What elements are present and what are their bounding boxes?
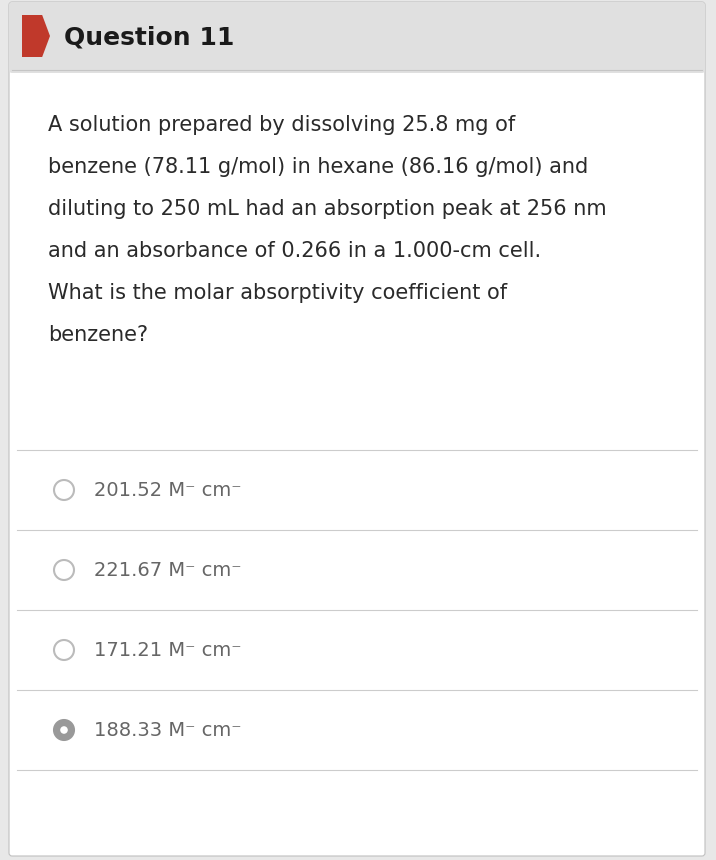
- Text: 201.52 M⁻ cm⁻: 201.52 M⁻ cm⁻: [94, 481, 241, 500]
- Text: diluting to 250 mL had an absorption peak at 256 nm: diluting to 250 mL had an absorption pea…: [48, 199, 606, 219]
- Text: and an absorbance of 0.266 in a 1.000-cm cell.: and an absorbance of 0.266 in a 1.000-cm…: [48, 241, 541, 261]
- Circle shape: [60, 726, 68, 734]
- Text: benzene (78.11 g/mol) in hexane (86.16 g/mol) and: benzene (78.11 g/mol) in hexane (86.16 g…: [48, 157, 589, 177]
- Text: Question 11: Question 11: [64, 25, 234, 49]
- Text: benzene?: benzene?: [48, 325, 148, 345]
- FancyBboxPatch shape: [9, 2, 705, 856]
- Circle shape: [54, 720, 74, 740]
- Text: 171.21 M⁻ cm⁻: 171.21 M⁻ cm⁻: [94, 641, 241, 660]
- Text: 188.33 M⁻ cm⁻: 188.33 M⁻ cm⁻: [94, 721, 241, 740]
- Text: What is the molar absorptivity coefficient of: What is the molar absorptivity coefficie…: [48, 283, 507, 303]
- Polygon shape: [22, 15, 50, 57]
- Text: A solution prepared by dissolving 25.8 mg of: A solution prepared by dissolving 25.8 m…: [48, 115, 516, 135]
- FancyBboxPatch shape: [9, 2, 705, 73]
- Text: 221.67 M⁻ cm⁻: 221.67 M⁻ cm⁻: [94, 561, 241, 580]
